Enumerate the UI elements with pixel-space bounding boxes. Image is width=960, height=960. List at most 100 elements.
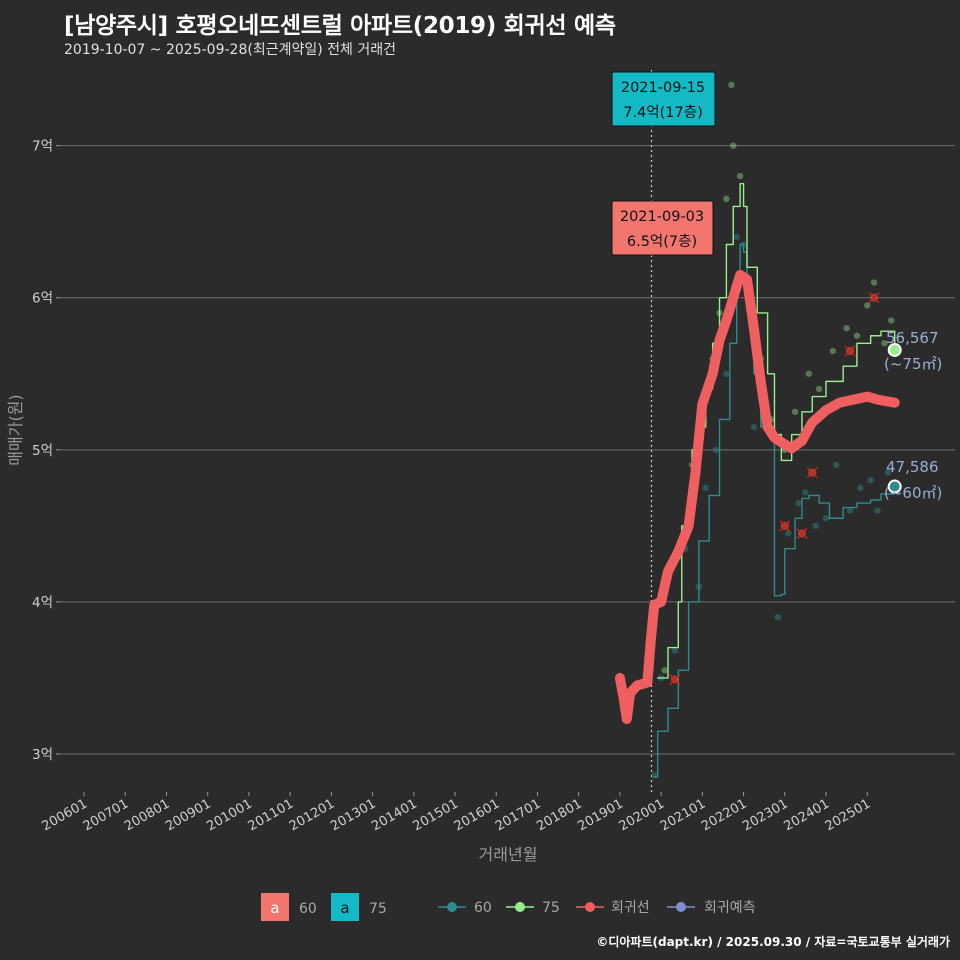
scatter-point-75: [870, 279, 878, 286]
endpoint-75: [887, 342, 902, 357]
legend-regression-label: 회귀선: [611, 900, 650, 916]
scatter-point-75: [815, 385, 823, 393]
chart-subtitle: 2019-10-07 ~ 2025-09-28(최근계약일) 전체 거래건: [64, 42, 396, 58]
end-label-60-area: (~60㎡): [884, 484, 942, 502]
end-label-75-value: 56,567: [886, 329, 939, 347]
x-tick-label: 202301: [740, 796, 790, 834]
outlier-cross: [779, 520, 791, 532]
outlier-marker: [779, 520, 791, 532]
y-tick-label: 3억: [32, 747, 53, 763]
scatter-point-60: [651, 772, 658, 779]
x-tick-label: 202001: [617, 796, 667, 834]
legend-fill-60-swatch: [261, 893, 289, 921]
legend-line-60-label: 60: [474, 900, 492, 916]
scatter-point-75: [730, 142, 737, 149]
scatter-point-60: [802, 489, 809, 496]
y-tick-label: 4억: [32, 595, 53, 611]
scatter-point-75: [661, 667, 668, 674]
legend-forecast-label: 회귀예측: [704, 900, 756, 916]
x-tick-label: 201201: [287, 796, 337, 834]
scatter-point-60: [702, 484, 709, 492]
annotation-75-date: 2021-09-15: [621, 80, 705, 96]
scatter-point-60: [846, 507, 854, 514]
legend-line-75-label: 75: [542, 900, 560, 916]
x-tick-label: 201301: [328, 796, 378, 834]
scatter-point-60: [723, 370, 730, 377]
footer-credit: ©디아파트(dapt.kr) / 2025.09.30 / 자료=국토교통부 실…: [596, 935, 950, 949]
outlier-marker: [844, 345, 856, 357]
legend-regression-marker: [585, 902, 595, 912]
annotation-75-text: 7.4억(17층): [623, 104, 703, 121]
legend-fill-75-swatch: [331, 893, 359, 921]
annotation-60: 2021-09-03 6.5억(7층): [611, 200, 714, 256]
scatter-point-60: [774, 613, 782, 621]
y-axis-ticks: 3억 4억 5억 6억 7억: [32, 139, 60, 763]
endpoint-60: [887, 479, 902, 494]
annotation-75: 2021-09-15 7.4억(17층): [611, 71, 716, 127]
scatter-point-75: [881, 340, 888, 347]
outlier-marker: [868, 292, 880, 304]
y-axis-title: 매매가(원): [6, 394, 25, 465]
scatter-point-75: [864, 302, 871, 309]
end-label-75-area: (~75㎡): [884, 355, 942, 373]
x-tick-label: 200901: [163, 796, 213, 834]
x-tick-label: 201901: [575, 796, 625, 834]
x-tick-label: 201401: [369, 796, 419, 834]
scatter-point-60: [795, 499, 802, 507]
scatter-point-60: [833, 461, 840, 469]
scatter-point-60: [867, 477, 874, 484]
legend-fill-60-key: a: [270, 899, 279, 917]
annotation-60-date: 2021-09-03: [620, 209, 704, 225]
grid-lines: [60, 145, 955, 755]
x-tick-label: 200601: [40, 796, 90, 834]
legend-fill-60-label: 60: [299, 901, 317, 917]
x-tick-label: 202201: [699, 796, 749, 834]
scatter-point-75: [805, 370, 813, 377]
x-tick-label: 202501: [823, 796, 873, 834]
outlier-cross: [868, 292, 880, 304]
outlier-marker: [796, 527, 808, 539]
x-tick-label: 201601: [452, 796, 502, 834]
outlier-marker: [669, 673, 681, 685]
x-axis-title: 거래년월: [479, 845, 538, 864]
annotation-60-text: 6.5억(7층): [627, 233, 697, 250]
x-tick-label: 202101: [658, 796, 708, 834]
scatter-point-75: [723, 195, 730, 203]
scatter-point-75: [791, 408, 799, 415]
end-points: [887, 342, 902, 494]
legend-forecast-marker: [676, 902, 686, 912]
scatter-point-75: [829, 347, 837, 355]
legend-fill-75-key: a: [340, 899, 349, 917]
outlier-marker: [806, 467, 818, 479]
x-tick-label: 202401: [782, 796, 832, 834]
series-lines: [614, 182, 900, 778]
scatter-point-60: [750, 423, 758, 431]
scatter-point-60: [671, 647, 679, 654]
scatter-point-60: [712, 446, 720, 454]
outlier-cross: [796, 527, 808, 539]
x-axis-ticks: 2006012007012008012009012010012011012012…: [40, 792, 873, 834]
series-line-75: [656, 182, 896, 679]
scatter-point-75: [843, 324, 850, 332]
scatter-point-75: [728, 81, 735, 89]
chart-title: [남양주시] 호평오네뜨센트럴 아파트(2019) 회귀선 예측: [64, 13, 616, 39]
end-label-60-value: 47,586: [886, 458, 939, 476]
legend-line-75-marker: [515, 902, 525, 912]
x-tick-label: 201801: [534, 796, 584, 834]
x-tick-label: 201501: [411, 796, 461, 834]
y-tick-label: 5억: [32, 443, 53, 459]
scatter-point-60: [884, 469, 892, 476]
legend-line-60-marker: [447, 902, 457, 912]
x-tick-label: 201701: [493, 796, 543, 834]
scatter-point-60: [874, 507, 881, 514]
outlier-cross: [844, 345, 856, 357]
regression-line: [614, 269, 900, 724]
scatter-point-75: [888, 317, 895, 324]
outlier-markers: [669, 292, 880, 685]
x-tick-label: 200801: [122, 796, 172, 834]
scatter-point-60: [822, 515, 830, 522]
scatter-point-60: [785, 530, 792, 537]
legend: a 60 a 75 60 75 회귀선 회귀예측: [261, 893, 756, 921]
outlier-cross: [806, 467, 818, 479]
